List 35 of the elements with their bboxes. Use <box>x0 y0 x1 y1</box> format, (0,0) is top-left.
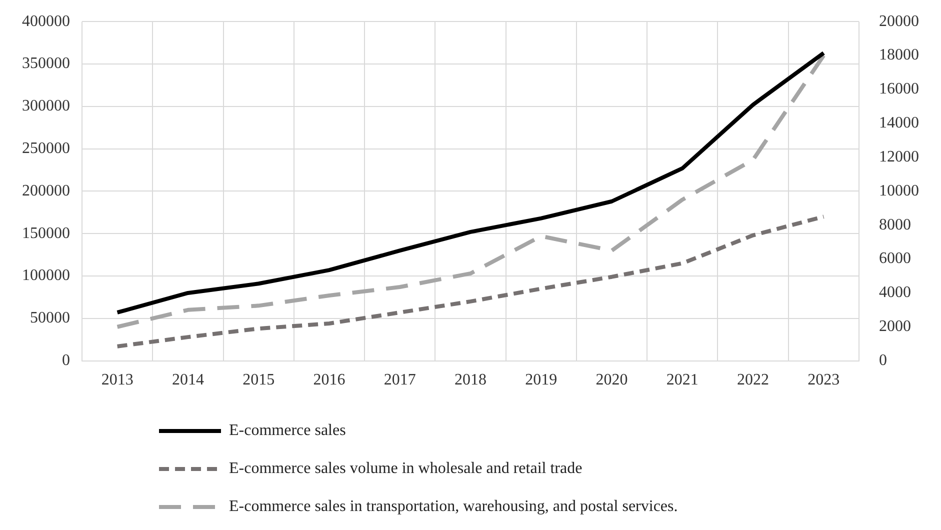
y2-tick-label: 12000 <box>879 148 919 166</box>
y-tick-label: 0 <box>62 352 70 370</box>
y2-tick-label: 10000 <box>879 182 919 200</box>
x-tick-label: 2020 <box>596 372 628 389</box>
x-tick-label: 2014 <box>172 372 204 389</box>
x-tick-label: 2022 <box>737 372 770 389</box>
y2-tick-label: 16000 <box>879 80 919 98</box>
y2-tick-label: 0 <box>879 352 887 370</box>
x-tick-label: 2019 <box>525 372 558 389</box>
legend-label: E-commerce sales volume in wholesale and retail trade <box>229 460 582 478</box>
y-tick-label: 250000 <box>22 140 70 158</box>
y2-tick-label: 18000 <box>879 46 919 64</box>
y2-tick-label: 4000 <box>879 284 911 302</box>
y-tick-label: 300000 <box>22 98 70 115</box>
y-tick-label: 200000 <box>22 182 70 200</box>
y-tick-label: 50000 <box>30 310 70 327</box>
y-tick-label: 400000 <box>22 12 70 30</box>
legend-label: E-commerce sales <box>229 422 346 440</box>
y-tick-label: 350000 <box>22 55 70 72</box>
x-tick-label: 2017 <box>384 372 416 389</box>
line-series <box>115 214 826 348</box>
y2-tick-label: 6000 <box>879 250 911 268</box>
y2-tick-label: 20000 <box>879 12 919 30</box>
x-tick-label: 2018 <box>454 372 486 389</box>
y2-tick-label: 8000 <box>879 216 911 234</box>
y-tick-label: 150000 <box>22 224 70 242</box>
y2-tick-label: 14000 <box>879 114 919 132</box>
legend-label: E-commerce sales in transportation, warehousing, and postal services. <box>229 498 678 516</box>
x-tick-label: 2015 <box>242 372 275 389</box>
y2-tick-label: 2000 <box>879 318 911 336</box>
x-tick-label: 2016 <box>313 372 346 389</box>
y-tick-label: 100000 <box>22 267 70 284</box>
x-tick-label: 2023 <box>808 372 840 389</box>
x-tick-label: 2013 <box>101 372 134 389</box>
x-tick-label: 2021 <box>666 372 698 389</box>
